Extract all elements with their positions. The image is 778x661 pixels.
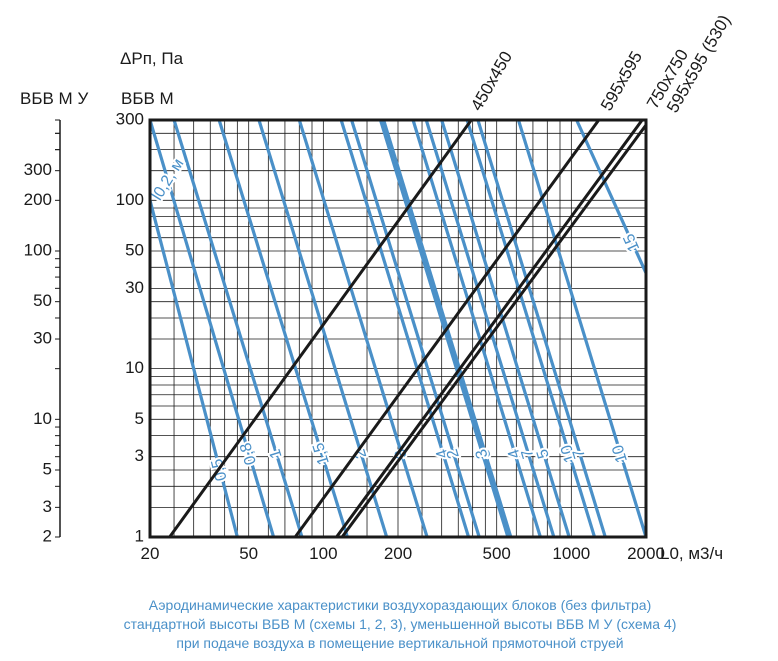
y-tick-label: 5 (135, 409, 144, 428)
throw-curve (257, 119, 389, 538)
x-tick-label: 500 (483, 544, 511, 563)
caption-line-3: при подаче воздуха в помещение вертикаль… (176, 635, 624, 651)
caption-line-1: Аэродинамические характеристики воздухор… (148, 597, 652, 613)
plot-border (148, 118, 648, 539)
throw-curve-label: 1,5 (310, 440, 333, 466)
series-line (335, 119, 644, 538)
throw-curve (476, 119, 607, 538)
series-line (168, 119, 473, 538)
y-tick-label: 1 (135, 526, 144, 545)
x-tick-label: 50 (239, 544, 258, 563)
series-label: 595x595 (597, 48, 646, 114)
throw-curve (350, 119, 481, 538)
throw-curve-label: 10 (609, 443, 631, 465)
secondary-tick-label: 200 (24, 190, 52, 209)
y-tick-label: 10 (125, 358, 144, 377)
throw-curve (339, 119, 471, 538)
throw-curve (148, 119, 276, 538)
throw-curve (148, 199, 239, 538)
throw-curve (172, 119, 304, 538)
x-axis-title: L0, м3/ч (660, 544, 723, 563)
x-tick-label: 100 (309, 544, 337, 563)
throw-curve (378, 119, 510, 538)
y-tick-label: 3 (135, 446, 144, 465)
throw-curve (440, 119, 571, 538)
secondary-tick-label: 30 (33, 329, 52, 348)
y-tick-label: 300 (116, 109, 144, 128)
throw-curve (575, 119, 648, 274)
throw-curve (465, 119, 597, 538)
throw-curve (516, 119, 648, 538)
y-tick-label: 100 (116, 190, 144, 209)
y-tick-label: 30 (125, 278, 144, 297)
secondary-tick-label: 50 (33, 291, 52, 310)
x-tick-label: 20 (141, 544, 160, 563)
figure-caption: Аэродинамические характеристики воздухор… (60, 596, 740, 653)
x-tick-label: 200 (384, 544, 412, 563)
y-axis-secondary-sublabel: ВБВ М У (20, 89, 88, 108)
throw-curve (297, 119, 429, 538)
throw-curve (411, 119, 542, 538)
caption-line-2: стандартной высоты ВБВ М (схемы 1, 2, 3)… (123, 616, 677, 632)
series-line (340, 124, 648, 538)
secondary-tick-label: 10 (33, 409, 52, 428)
y-axis-primary-sublabel: ВБВ М (121, 89, 174, 108)
y-axis-title: ΔPп, Па (120, 49, 184, 68)
secondary-tick-label: 3 (43, 497, 52, 516)
secondary-tick-label: 100 (24, 240, 52, 259)
x-tick-label: 1000 (552, 544, 590, 563)
secondary-tick-label: 2 (43, 526, 52, 545)
plot-frame (148, 118, 648, 539)
throw-curve (217, 119, 349, 538)
secondary-tick-label: 300 (24, 160, 52, 179)
throw-curves-title: l0,2, м (149, 156, 188, 204)
series-line (293, 119, 600, 538)
secondary-tick-label: 5 (43, 459, 52, 478)
x-tick-label: 2000 (627, 544, 665, 563)
y-tick-label: 50 (125, 240, 144, 259)
series-label: 450x450 (467, 48, 516, 114)
throw-curve-label: 0,8 (237, 441, 260, 467)
